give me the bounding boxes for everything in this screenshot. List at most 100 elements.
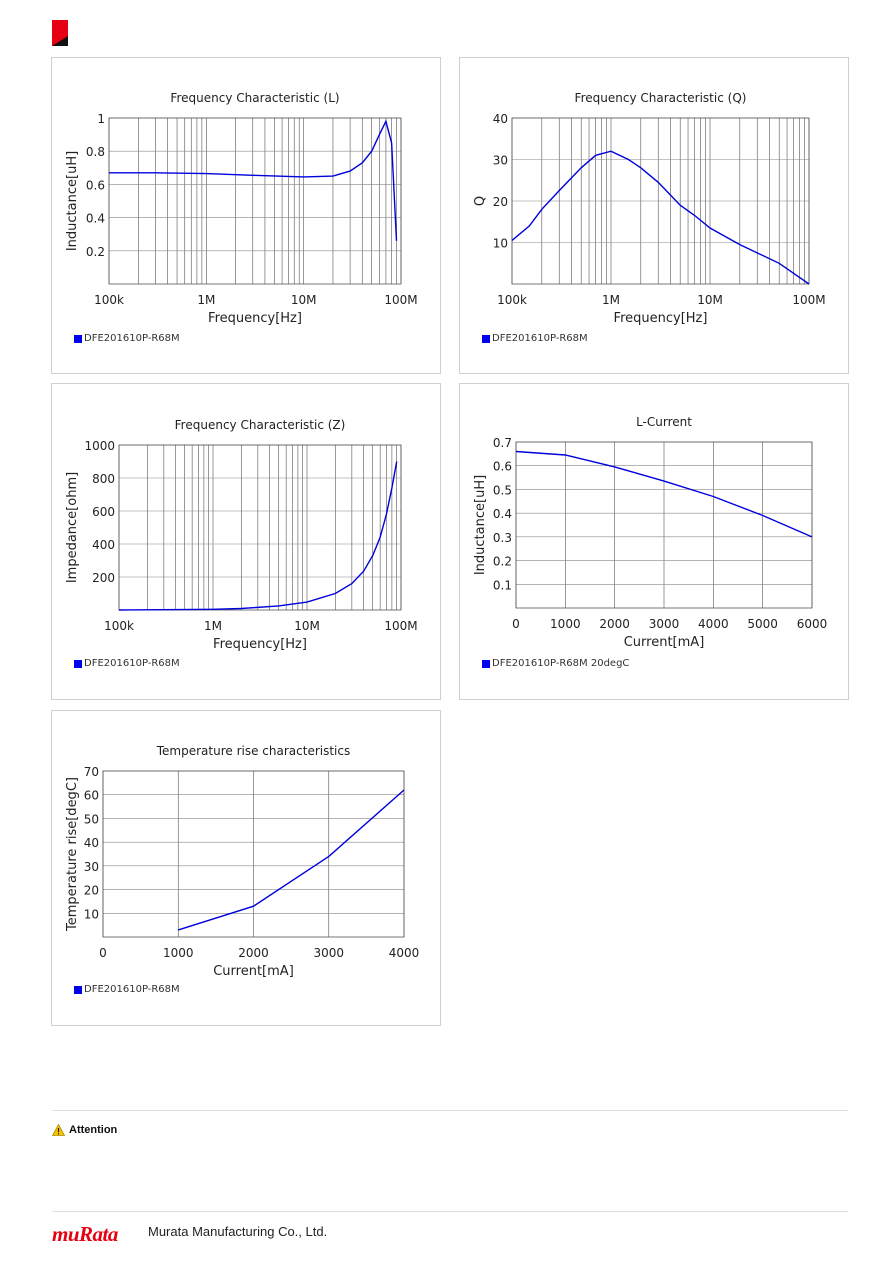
chart-panel-frequency-z: Frequency Characteristic (Z) 100k 1M 10M 100… [51,383,441,700]
x-axis-label: Frequency[Hz] [208,311,302,326]
x-tick-label: 4000 [698,617,729,631]
x-axis-label: Current[mA] [213,964,294,979]
legend-label: DFE201610P-R68M [84,658,180,669]
y-axis-label: Inductance[uH] [65,151,80,251]
murata-logo-icon [52,20,68,46]
chart-frequency-z: Frequency Characteristic (Z) 100k 1M 10M 100… [65,418,418,652]
chart-title: Frequency Characteristic (L) [170,91,339,105]
x-axis-label: Frequency[Hz] [614,311,708,326]
y-tick-label: 0.3 [493,531,512,545]
legend-swatch [74,985,82,994]
y-tick-label: 30 [84,860,99,874]
chart-panel-frequency-q: Frequency Characteristic (Q) 100k 1M 10M 100… [459,57,849,374]
y-tick-label: 1 [97,112,105,126]
y-axis-label: Q [473,196,488,206]
y-tick-label: 40 [84,836,99,850]
y-tick-label: 800 [92,472,115,486]
y-tick-label: 10 [84,907,99,921]
y-tick-label: 0.6 [86,178,105,192]
x-tick-label: 3000 [313,946,344,960]
x-tick-label: 100k [104,619,134,633]
chart-panel-l-current: L-Current 0 1000 2000 3000 4000 5000 6000 0.1 0.2… [459,383,849,700]
y-tick-label: 20 [493,195,508,209]
x-tick-label: 10M [291,293,317,307]
x-tick-label: 4000 [389,946,420,960]
y-tick-label: 30 [493,154,508,168]
series-line [511,150,810,285]
y-tick-label: 400 [92,538,115,552]
legend-label: DFE201610P-R68M [84,984,180,995]
series-line [109,119,398,241]
legend-label: DFE201610P-R68M 20degC [492,658,630,669]
x-tick-label: 1M [204,619,222,633]
y-tick-label: 70 [84,765,99,779]
plot-area [102,770,405,938]
legend: DFE201610P-R68M [482,333,588,344]
y-axis-label: Temperature rise[degC] [65,777,80,932]
y-axis-label: Inductance[uH] [473,475,488,575]
chart-title: Temperature rise characteristics [156,744,350,758]
attention-link[interactable]: Attention [52,1124,117,1136]
plot-area [511,117,810,285]
plot-area [108,117,402,285]
x-tick-label: 100k [94,293,124,307]
x-tick-label: 10M [294,619,320,633]
plot-area [118,444,402,611]
warning-icon [52,1124,65,1136]
chart-frequency-l: Frequency Characteristic (L) 100k 1M 10M 100… [65,91,418,326]
series-line [178,789,405,931]
x-tick-label: 2000 [238,946,269,960]
chart-temperature-rise: Temperature rise characteristics 0 1000 200… [65,744,420,979]
y-tick-label: 0.5 [493,483,512,497]
y-tick-label: 0.1 [493,578,512,592]
legend-swatch [482,659,490,668]
x-tick-label: 1000 [550,617,581,631]
legend: DFE201610P-R68M 20degC [482,658,629,669]
x-tick-label: 1M [602,293,620,307]
legend: DFE201610P-R68M [74,658,180,669]
chart-panel-temperature-rise: Temperature rise characteristics 0 1000 200… [51,710,441,1026]
x-tick-label: 100M [792,293,825,307]
x-tick-label: 100M [384,293,417,307]
x-tick-label: 100k [497,293,527,307]
y-tick-label: 0.2 [493,555,512,569]
attention-label: Attention [69,1124,118,1136]
y-tick-label: 0.8 [86,145,105,159]
chart-l-current: L-Current 0 1000 2000 3000 4000 5000 6000 0.1 0.2… [473,415,828,650]
murata-logo: muRata [52,1222,118,1246]
divider [52,1211,848,1212]
divider [52,1110,848,1111]
x-tick-label: 10M [697,293,723,307]
x-tick-label: 6000 [797,617,828,631]
chart-title: L-Current [636,415,692,429]
series-line [515,450,813,538]
legend-swatch [74,659,82,668]
chart-title: Frequency Characteristic (Z) [175,418,346,432]
x-tick-label: 5000 [747,617,778,631]
y-tick-label: 40 [493,112,508,126]
chart-title: Frequency Characteristic (Q) [575,91,747,105]
y-tick-label: 200 [92,571,115,585]
legend-swatch [482,334,490,343]
x-tick-label: 3000 [649,617,680,631]
y-tick-label: 0.6 [493,460,512,474]
y-tick-label: 20 [84,884,99,898]
y-tick-label: 10 [493,237,508,251]
y-tick-label: 0.4 [493,507,512,521]
x-tick-label: 2000 [599,617,630,631]
x-tick-label: 100M [384,619,417,633]
chart-frequency-q: Frequency Characteristic (Q) 100k 1M 10M 100… [473,91,826,326]
y-tick-label: 60 [84,789,99,803]
y-axis-label: Impedance[ohm] [65,472,80,583]
series-line [118,461,398,611]
legend: DFE201610P-R68M [74,333,180,344]
y-tick-label: 600 [92,505,115,519]
company-name: Murata Manufacturing Co., Ltd. [148,1224,328,1239]
plot-area [515,441,813,609]
y-tick-label: 0.4 [86,212,105,226]
y-tick-label: 50 [84,812,99,826]
legend-swatch [74,334,82,343]
x-tick-label: 0 [512,617,520,631]
chart-panel-frequency-l: Frequency Characteristic (L) 100k 1M 10M 100… [51,57,441,374]
legend: DFE201610P-R68M [74,984,180,995]
